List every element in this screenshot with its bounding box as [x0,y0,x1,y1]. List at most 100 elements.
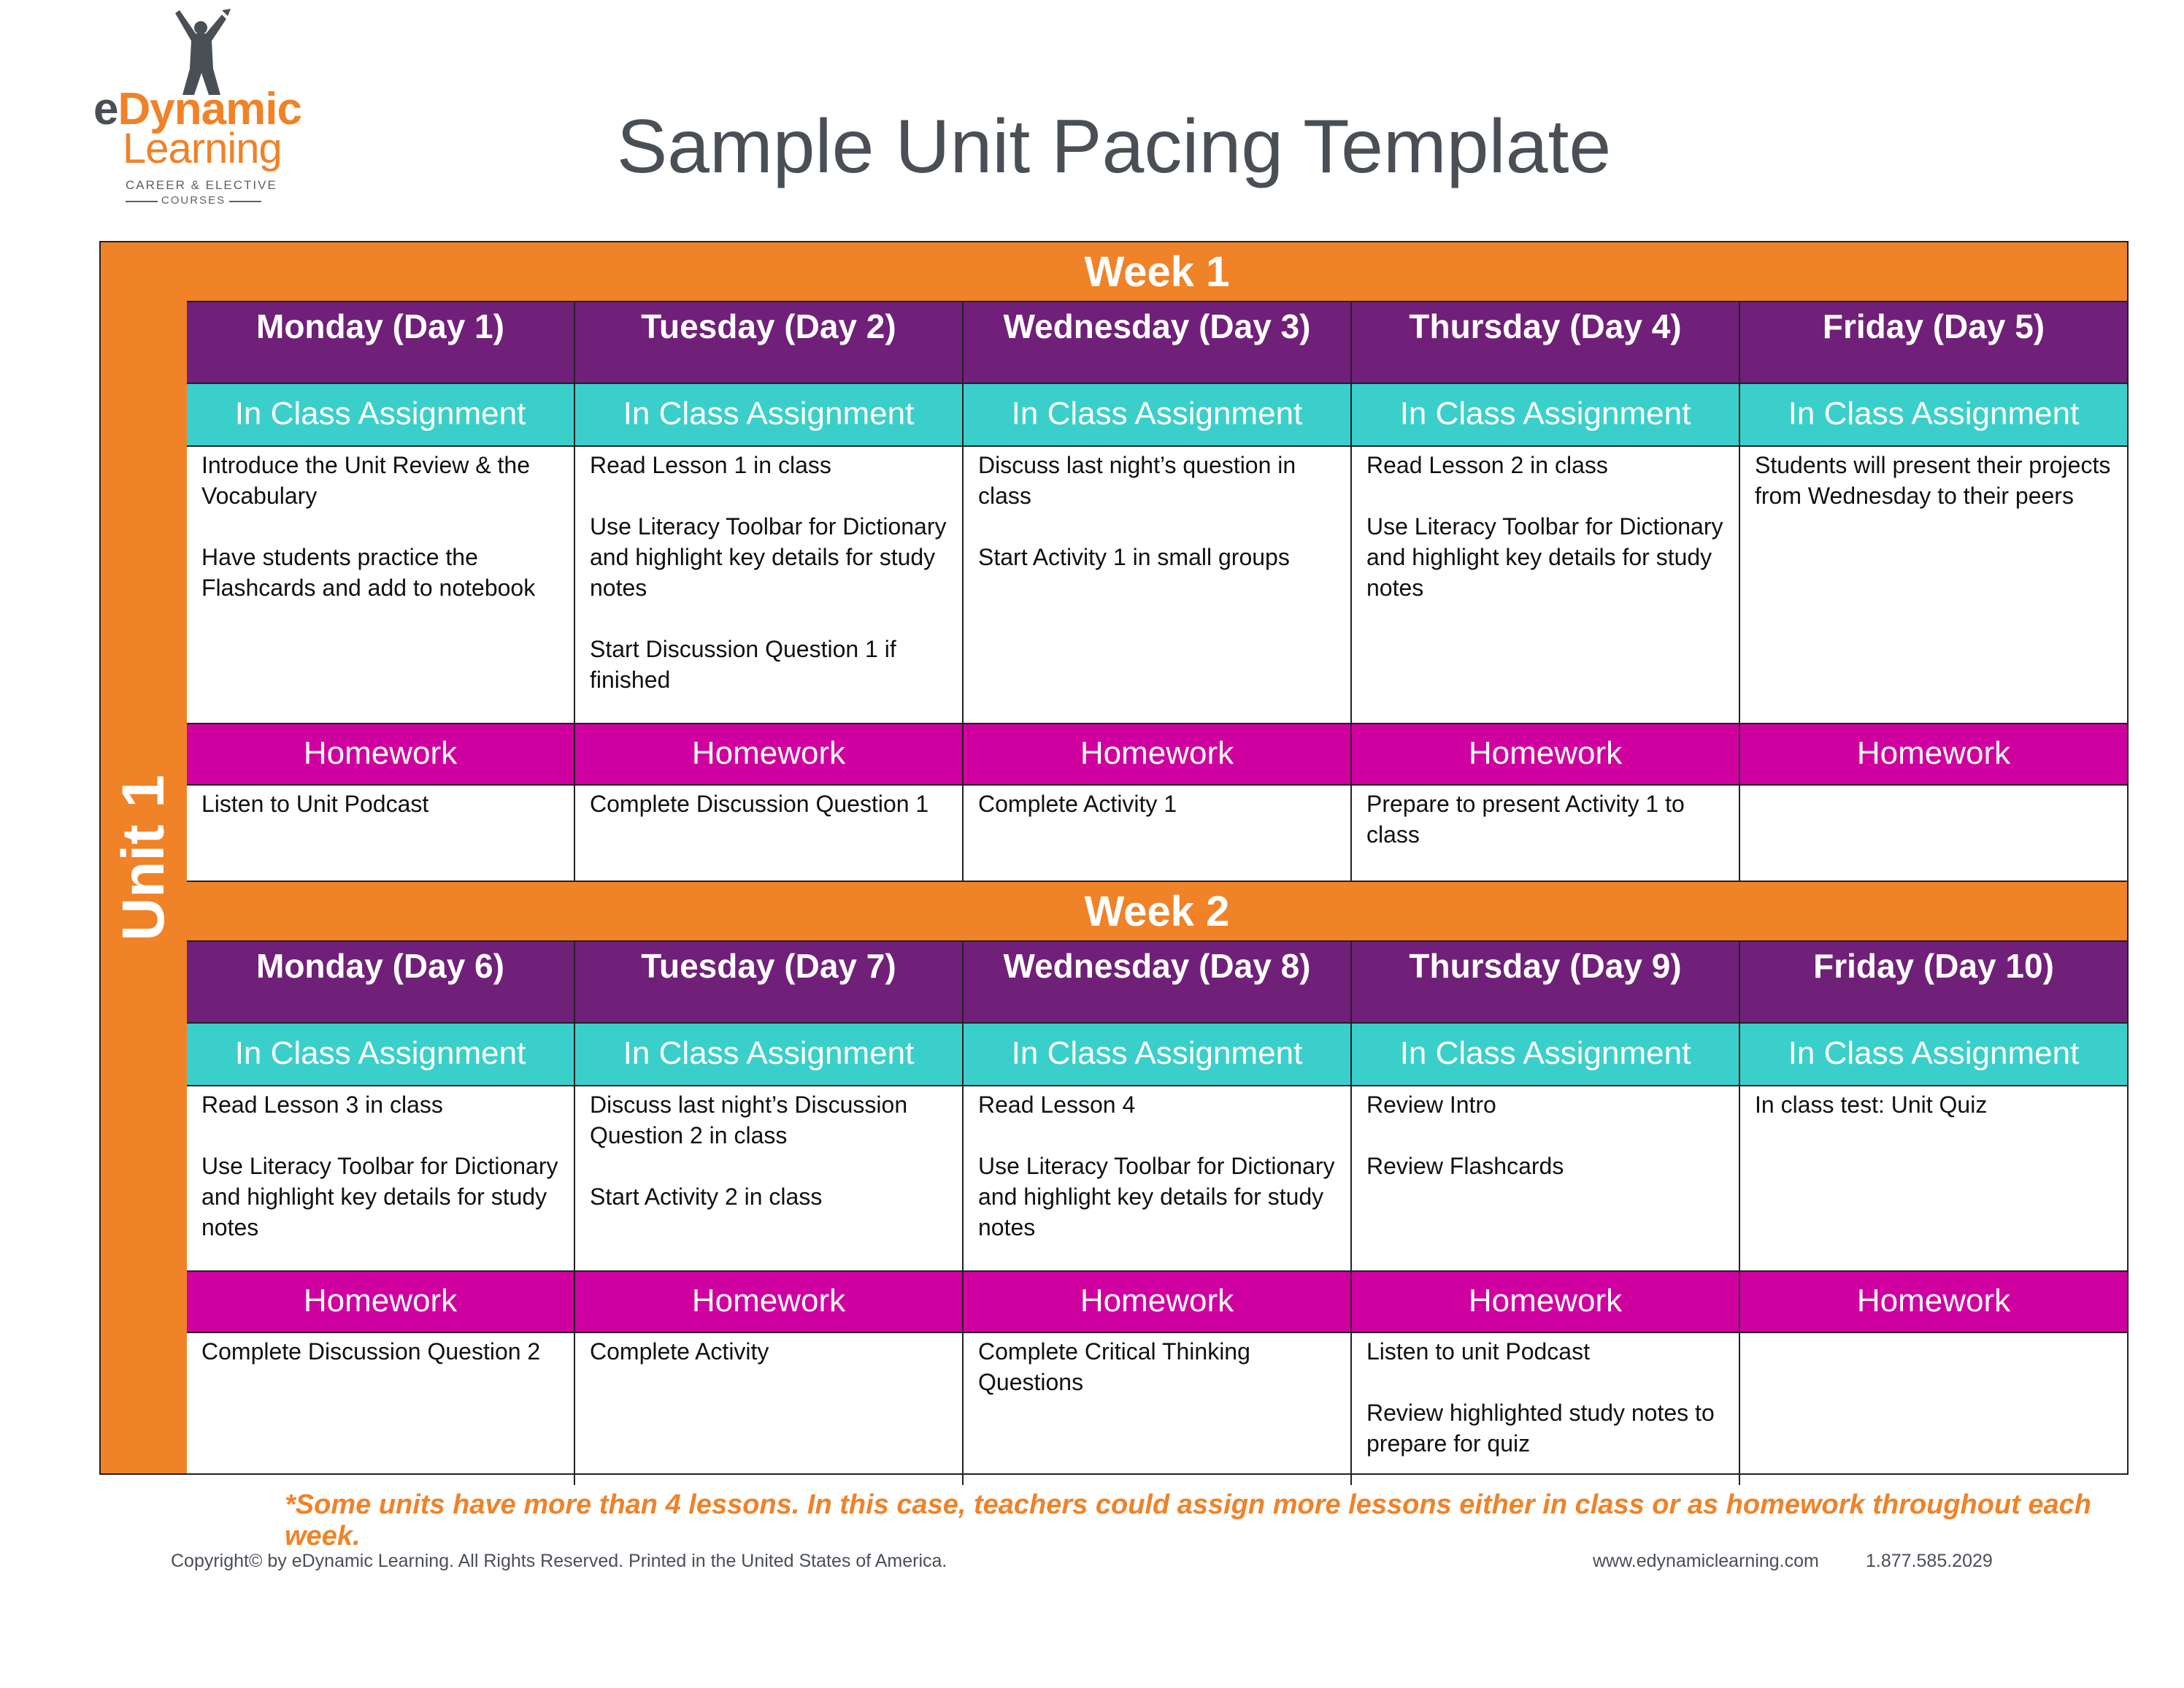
in-class-header-row: In Class Assignment In Class Assignment … [187,384,2127,447]
logo-learning: Learning [123,125,282,172]
assignment-item: Review highlighted study notes to prepar… [1366,1400,1715,1457]
in-class-label: In Class Assignment [1352,1024,1740,1085]
assignment-item: Students will present their projects fro… [1755,452,2111,509]
in-class-label: In Class Assignment [964,384,1352,445]
in-class-cell: Read Lesson 1 in class Use Literacy Toolb… [575,447,964,723]
day-header: Monday (Day 1) [187,302,575,383]
day-header: Thursday (Day 4) [1352,302,1740,383]
assignment-item: Read Lesson 1 in class [590,452,831,478]
homework-header-row: Homework Homework Homework Homework Home… [187,1272,2127,1333]
assignment-item: Prepare to present Activity 1 to class [1366,791,1685,848]
homework-header-row: Homework Homework Homework Homework Home… [187,724,2127,786]
in-class-label: In Class Assignment [187,1024,575,1085]
in-class-cell: Students will present their projects fro… [1740,447,2127,723]
assignment-item: Use Literacy Toolbar for Dictionary and … [1366,513,1723,601]
week-header: Week 1 [187,242,2127,302]
assignment-item: Discuss last night’s Discussion Question… [590,1092,908,1148]
homework-cell [1740,1333,2127,1485]
logo-tagline: CAREER & ELECTIVE [126,178,277,192]
day-header: Monday (Day 6) [187,942,575,1022]
homework-cell: Complete Discussion Question 2 [187,1333,575,1485]
homework-label: Homework [575,1272,964,1332]
homework-cell: Listen to unit Podcast Review highlighted… [1352,1333,1740,1485]
day-header-row: Monday (Day 6) Tuesday (Day 7) Wednesday… [187,942,2127,1024]
assignment-item: Listen to Unit Podcast [201,791,429,817]
homework-cell [1740,786,2127,881]
homework-label: Homework [1352,724,1740,784]
phone-number: 1.877.585.2029 [1866,1551,1993,1571]
website-link[interactable]: www.edynamiclearning.com [1593,1551,1819,1571]
in-class-label: In Class Assignment [1788,396,2080,431]
homework-label: Homework [1856,735,2011,771]
assignment-item: Use Literacy Toolbar for Dictionary and … [978,1153,1335,1240]
assignment-item: Complete Critical Thinking Questions [978,1338,1250,1395]
homework-content-row: Listen to Unit Podcast Complete Discussio… [187,786,2127,882]
week-header: Week 2 [187,882,2127,942]
homework-cell: Complete Discussion Question 1 [575,786,964,881]
assignment-item: Have students practice the Flashcards an… [201,544,536,601]
in-class-cell: Read Lesson 3 in class Use Literacy Toolb… [187,1086,575,1270]
homework-label: Homework [187,724,575,784]
homework-cell: Complete Critical Thinking Questions [964,1333,1352,1485]
homework-cell: Complete Activity 1 [964,786,1352,881]
homework-label: Homework [1856,1283,2011,1319]
graduate-figure-icon [175,9,231,95]
in-class-header-row: In Class Assignment In Class Assignment … [187,1024,2127,1086]
day-header: Thursday (Day 9) [1352,942,1740,1022]
assignment-item: Read Lesson 2 in class [1366,452,1608,478]
page-title: Sample Unit Pacing Template [616,104,1612,189]
unit-label: Unit 1 [110,775,177,941]
homework-label: Homework [1352,1272,1740,1332]
homework-content-row: Complete Discussion Question 2 Complete A… [187,1333,2127,1485]
in-class-content-row: Introduce the Unit Review & the Vocabula… [187,447,2127,724]
assignment-item: Use Literacy Toolbar for Dictionary and … [590,513,947,601]
in-class-label: In Class Assignment [575,384,964,445]
in-class-cell: Read Lesson 2 in class Use Literacy Toolb… [1352,447,1740,723]
copyright: Copyright© by eDynamic Learning. All Rig… [171,1551,947,1571]
footnote: *Some units have more than 4 lessons. In… [285,1489,2091,1551]
assignment-item: In class test: Unit Quiz [1755,1092,1988,1118]
day-header: Wednesday (Day 3) [964,302,1352,383]
in-class-cell: Discuss last night’s question in class St… [964,447,1352,723]
assignment-item: Complete Discussion Question 2 [201,1338,541,1365]
assignment-item: Use Literacy Toolbar for Dictionary and … [201,1153,558,1240]
assignment-item: Complete Activity 1 [978,791,1177,817]
homework-cell: Prepare to present Activity 1 to class [1352,786,1740,881]
in-class-label: In Class Assignment [964,1024,1352,1085]
in-class-cell: Review Intro Review Flashcards [1352,1086,1740,1270]
assignment-item: Start Activity 2 in class [590,1183,823,1210]
homework-cell: Listen to Unit Podcast [187,786,575,881]
assignment-item: Read Lesson 4 [978,1092,1136,1118]
assignment-item: Start Discussion Question 1 if finished [590,636,896,693]
day-header: Friday (Day 10) [1813,947,2054,985]
in-class-label: In Class Assignment [575,1024,964,1085]
edynamic-logo: eDynamic Learning CAREER & ELECTIVE COUR… [88,9,302,207]
assignment-item: Discuss last night’s question in class [978,452,1296,509]
assignment-item: Read Lesson 3 in class [201,1092,443,1118]
day-header: Tuesday (Day 2) [575,302,964,383]
in-class-cell: Read Lesson 4 Use Literacy Toolbar for Di… [964,1086,1352,1270]
unit-sidebar: Unit 1 [101,242,187,1473]
homework-label: Homework [964,724,1352,784]
logo-wordmark: eDynamic [93,84,302,134]
assignment-item: Start Activity 1 in small groups [978,544,1290,570]
in-class-cell: Discuss last night’s Discussion Question… [575,1086,964,1270]
day-header-row: Monday (Day 1) Tuesday (Day 2) Wednesday… [187,302,2127,384]
in-class-cell: Introduce the Unit Review & the Vocabula… [187,447,575,723]
pacing-table: Unit 1 Week 1 Monday (Day 1) Tuesday (Da… [99,241,2129,1485]
assignment-item: Complete Discussion Question 1 [590,791,929,817]
homework-label: Homework [964,1272,1352,1332]
in-class-label: In Class Assignment [187,384,575,445]
assignment-item: Complete Activity [590,1338,769,1365]
assignment-item: Review Flashcards [1366,1153,1564,1179]
pacing-grid: Week 1 Monday (Day 1) Tuesday (Day 2) We… [187,242,2127,1485]
in-class-label: In Class Assignment [1352,384,1740,445]
day-header: Friday (Day 5) [1822,307,2045,345]
homework-label: Homework [187,1272,575,1332]
in-class-label: In Class Assignment [1788,1035,2080,1071]
logo-tagline-courses: COURSES [126,194,261,207]
in-class-content-row: Read Lesson 3 in class Use Literacy Toolb… [187,1086,2127,1272]
day-header: Tuesday (Day 7) [575,942,964,1022]
in-class-cell: In class test: Unit Quiz [1740,1086,2127,1270]
homework-label: Homework [575,724,964,784]
